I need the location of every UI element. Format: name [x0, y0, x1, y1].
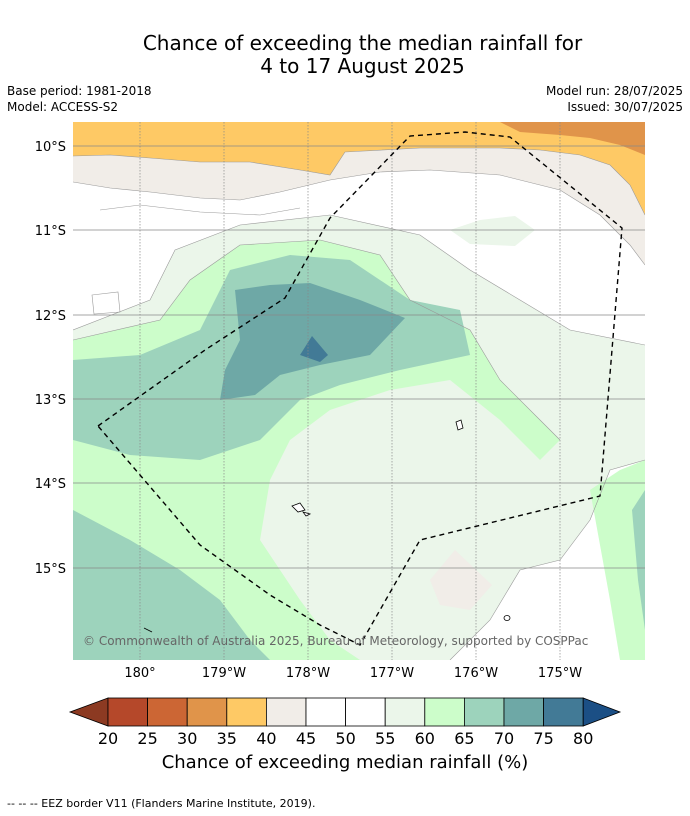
colorbar-title: Chance of exceeding median rainfall (%): [161, 752, 529, 773]
eez-border: [96, 131, 623, 646]
colorbar-tick-label: 60: [415, 729, 435, 748]
colorbar-tick-label: 50: [335, 729, 355, 748]
colorbar-high-extend: [582, 697, 622, 727]
graticule: [73, 122, 645, 660]
colorbar-tick-label: 30: [177, 729, 197, 748]
colorbar-tick-label: 40: [256, 729, 276, 748]
lon-label: 180°: [124, 666, 155, 681]
colorbar-tick-label: 55: [375, 729, 395, 748]
lat-label: 13°S: [35, 393, 66, 408]
colorbar-low-extend: [68, 697, 109, 727]
colorbar-segment: [226, 697, 267, 727]
rainfall-probability-field: © Commonwealth of Australia 2025, Bureau…: [73, 122, 645, 660]
lon-label: 178°W: [286, 666, 330, 681]
colorbar-tick-label: 75: [533, 729, 553, 748]
east-band-65: [590, 460, 645, 660]
colorbar-segment: [186, 697, 228, 727]
lon-label: 175°W: [538, 666, 582, 681]
colorbar-ticks: 20 25 30 35 40 45 50 55 60 65 70 75 80: [98, 729, 594, 748]
lat-label: 11°S: [35, 224, 66, 239]
lat-label: 12°S: [35, 309, 66, 324]
issued-date: Issued: 30/07/2025: [567, 100, 683, 114]
lon-label: 177°W: [370, 666, 414, 681]
east-band-70: [632, 490, 645, 630]
colorbar: [68, 697, 622, 727]
colorbar-tick-label: 65: [454, 729, 474, 748]
lat-label: 15°S: [35, 562, 66, 577]
colorbar-tick-label: 70: [494, 729, 514, 748]
copyright-text: © Commonwealth of Australia 2025, Bureau…: [83, 634, 588, 648]
lat-label: 10°S: [35, 140, 66, 155]
band-35-40-north: [73, 122, 645, 215]
colorbar-tick-label: 45: [296, 729, 316, 748]
model-run: Model run: 28/07/2025: [545, 84, 683, 98]
colorbar-segment: [265, 697, 307, 727]
colorbar-segment: [107, 697, 148, 727]
colorbar-tick-label: 25: [137, 729, 157, 748]
model-name: Model: ACCESS-S2: [7, 100, 119, 114]
band-70-75-south: [73, 510, 270, 660]
colorbar-segment: [147, 697, 188, 727]
colorbar-tick-label: 80: [573, 729, 593, 748]
colorbar-segment: [424, 697, 465, 727]
lon-label: 176°W: [454, 666, 498, 681]
patch-45: [430, 550, 492, 610]
colorbar-segment: [543, 697, 584, 727]
colorbar-segment: [463, 697, 505, 727]
title-line-2: 4 to 17 August 2025: [260, 54, 465, 78]
title-line-1: Chance of exceeding the median rainfall …: [142, 31, 583, 55]
colorbar-segment: [345, 697, 386, 727]
colorbar-tick-label: 35: [217, 729, 237, 748]
latitude-labels: 10°S 11°S 12°S 13°S 14°S 15°S: [35, 140, 66, 577]
colorbar-segment: [384, 697, 426, 727]
eez-footnote: -- -- -- EEZ border V11 (Flanders Marine…: [7, 797, 316, 810]
band-80-plus: [300, 336, 328, 362]
lon-label: 179°W: [202, 666, 246, 681]
base-period: Base period: 1981-2018: [7, 84, 152, 98]
colorbar-segment: [305, 697, 346, 727]
lat-label: 14°S: [35, 477, 66, 492]
patch-60: [450, 216, 535, 246]
islands: [143, 419, 511, 633]
band-30-35-north: [500, 122, 645, 155]
colorbar-tick-label: 20: [98, 729, 118, 748]
colorbar-segment: [503, 697, 544, 727]
longitude-labels: 180° 179°W 178°W 177°W 176°W 175°W: [124, 666, 582, 681]
